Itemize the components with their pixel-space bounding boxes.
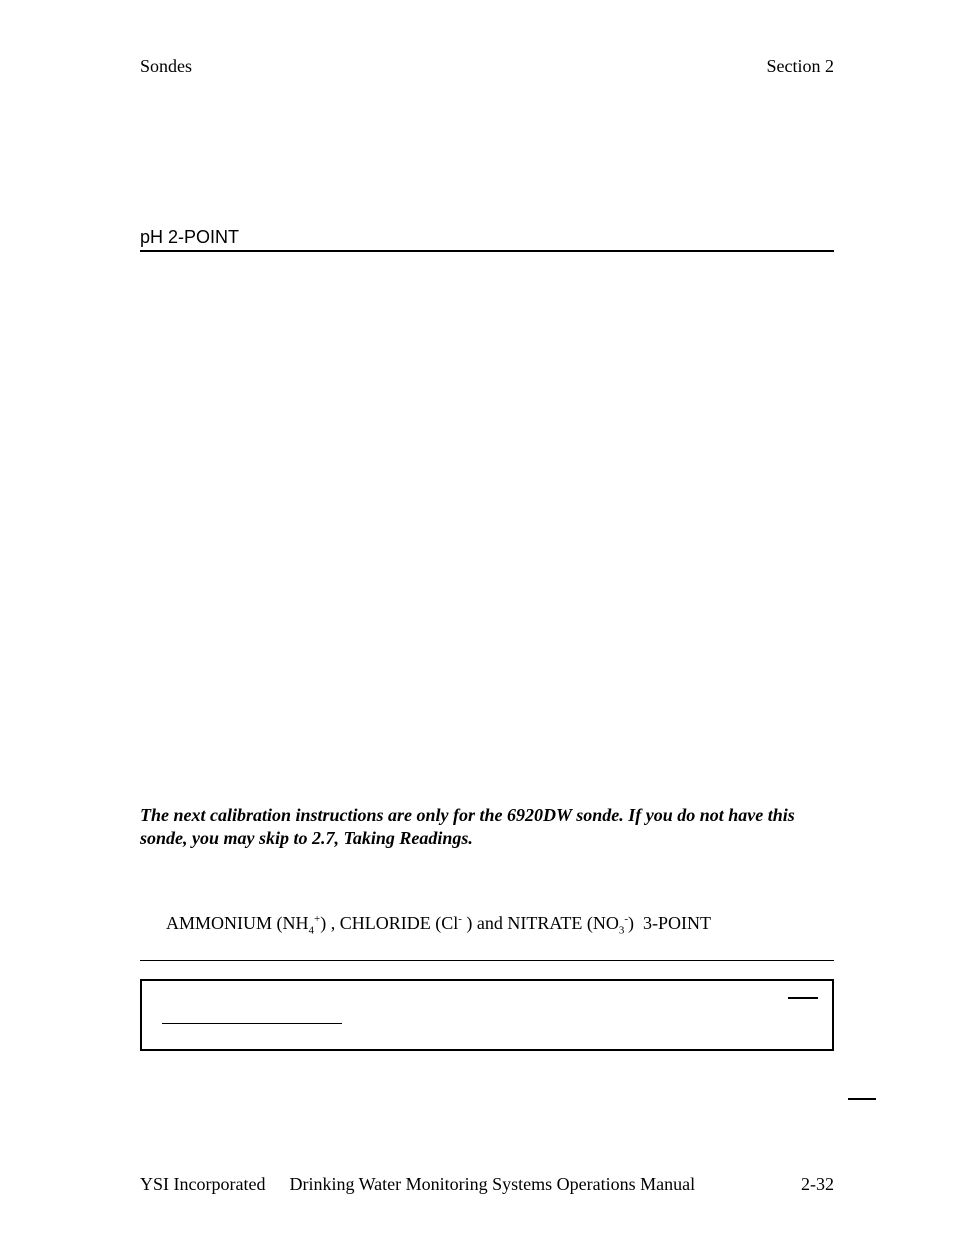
running-header: Sondes Section 2 (140, 56, 834, 77)
sub-heading-rule: AMMONIUM (NH4+) , CHLORIDE (Cl- ) and NI… (140, 892, 834, 961)
sh-sub1: 4 (309, 925, 315, 937)
section-title: pH 2-POINT (140, 227, 239, 247)
footer-left: YSI Incorporated Drinking Water Monitori… (140, 1174, 695, 1195)
warning-box (140, 979, 834, 1051)
footer-manual: Drinking Water Monitoring Systems Operat… (289, 1174, 695, 1195)
sh-mid2: ) and NITRATE (NO (462, 913, 619, 933)
box-right-dash (788, 997, 818, 999)
header-right: Section 2 (767, 56, 835, 77)
stray-dash (848, 1098, 876, 1100)
sh-prefix: AMMONIUM (NH (166, 913, 309, 933)
sh-sub3: 3 (619, 925, 625, 937)
sub-heading: AMMONIUM (NH4+) , CHLORIDE (Cl- ) and NI… (140, 892, 711, 958)
footer-company: YSI Incorporated (140, 1174, 265, 1195)
calibration-note: The next calibration instructions are on… (140, 804, 834, 850)
footer-page-number: 2-32 (801, 1174, 834, 1195)
sh-mid1: ) , CHLORIDE (Cl (320, 913, 458, 933)
sh-suffix: ) 3-POINT (628, 913, 711, 933)
page-content: Sondes Section 2 pH 2-POINT The next cal… (140, 56, 834, 1195)
page-footer: YSI Incorporated Drinking Water Monitori… (140, 1174, 834, 1195)
header-left: Sondes (140, 56, 192, 77)
section-title-rule: pH 2-POINT (140, 227, 834, 252)
box-underline (162, 1023, 342, 1024)
